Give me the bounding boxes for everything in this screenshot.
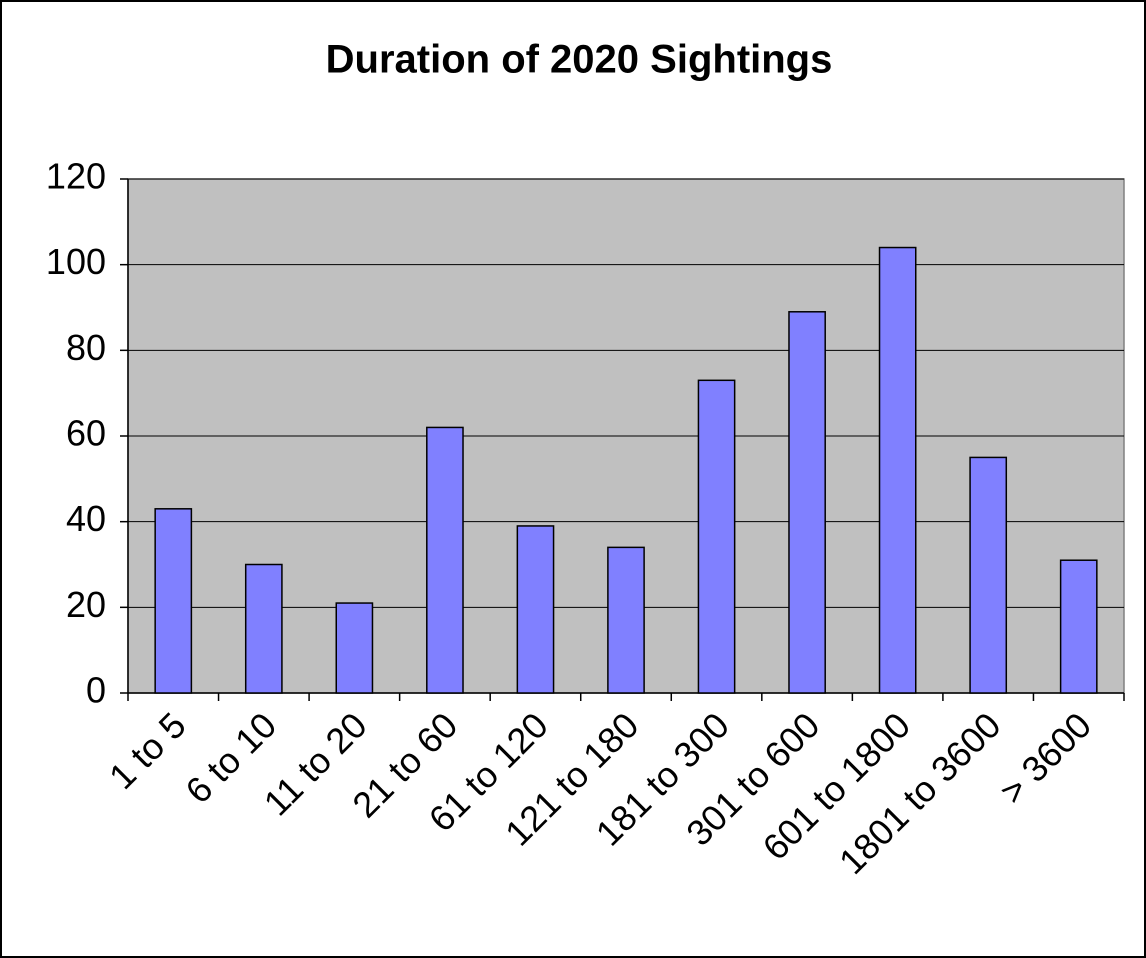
y-tick-label: 60 bbox=[66, 413, 106, 454]
bar bbox=[1059, 559, 1098, 694]
y-tick-label: 20 bbox=[66, 584, 106, 625]
y-tick-label: 40 bbox=[66, 498, 106, 539]
bar bbox=[607, 546, 645, 694]
bar bbox=[969, 456, 1008, 694]
y-tick-label: 120 bbox=[46, 156, 106, 197]
chart-title: Duration of 2020 Sightings bbox=[326, 38, 833, 82]
bar bbox=[878, 246, 917, 694]
bar bbox=[788, 311, 826, 694]
bar bbox=[516, 525, 555, 694]
bar bbox=[244, 563, 283, 694]
y-tick-label: 0 bbox=[86, 670, 106, 711]
bar bbox=[697, 379, 736, 694]
bar bbox=[154, 508, 193, 694]
bar bbox=[426, 426, 464, 694]
bar bbox=[335, 602, 374, 694]
y-tick-label: 100 bbox=[46, 241, 106, 282]
y-tick-label: 80 bbox=[66, 327, 106, 368]
